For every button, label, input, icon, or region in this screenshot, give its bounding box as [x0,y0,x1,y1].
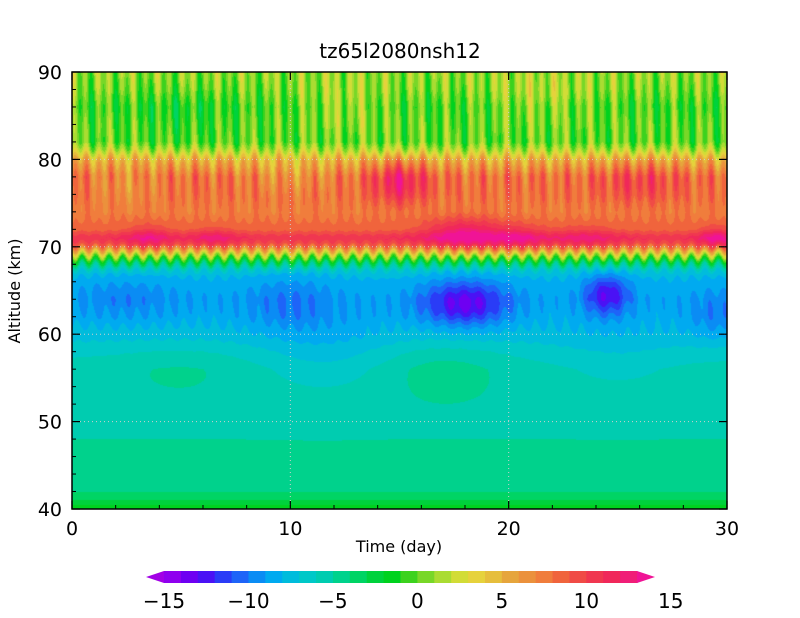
colorbar-segment [451,571,469,583]
colorbar-segment [265,571,283,583]
x-tick-label: 0 [66,518,78,540]
x-tick-label: 20 [497,518,521,540]
colorbar-segment [214,571,233,583]
y-tick-label: 80 [38,149,62,171]
grid-lines [72,72,727,509]
colorbar-segment [484,571,503,583]
colorbar-tick-label: −10 [227,589,269,613]
colorbar-segment [180,571,199,583]
colorbar-tick-label: −15 [143,589,185,613]
colorbar-segment [400,571,418,583]
plot-area [71,71,728,510]
plot-frame [71,71,728,510]
colorbar-segment [282,571,300,583]
colorbar-segment [231,571,250,583]
colorbar-segment [569,571,587,583]
colorbar-segment [586,571,604,583]
colorbar-extend-high [637,571,655,583]
colorbar-segment [603,571,621,583]
colorbar-segment [552,571,571,583]
colorbar-segment [535,571,554,583]
colorbar-segment [434,571,452,583]
colorbar-segment [316,571,334,583]
colorbar-segment [164,571,182,583]
chart-title: tz65l2080nsh12 [319,39,480,63]
colorbar-segment [620,571,638,583]
y-tick-label: 60 [38,324,62,346]
colorbar-segment [332,571,351,583]
colorbar-tick-label: 10 [574,589,599,613]
y-axis-label: Altitude (km) [5,239,24,344]
y-axis: 40 50 60 70 80 90 [38,62,727,521]
colorbar-segment [248,571,266,583]
x-tick-label: 10 [278,518,302,540]
y-tick-label: 40 [38,499,62,521]
colorbar [146,571,655,583]
colorbar-segment [299,571,317,583]
y-tick-label: 90 [38,62,62,84]
x-tick-label: 30 [715,518,739,540]
x-axis: 0 10 20 30 [66,72,739,540]
colorbar-segment [366,571,385,583]
x-axis-label: Time (day) [355,537,442,556]
colorbar-tick-label: −5 [318,589,347,613]
y-tick-label: 50 [38,412,62,434]
colorbar-extend-low [146,571,164,583]
colorbar-segment [349,571,368,583]
colorbar-segment [501,571,520,583]
colorbar-segment [468,571,486,583]
colorbar-segment [518,571,537,583]
colorbar-ticks: −15 −10 −5 0 5 10 15 [143,589,684,613]
y-tick-label: 70 [38,237,62,259]
colorbar-segment [197,571,216,583]
colorbar-segment [417,571,435,583]
colorbar-tick-label: 5 [495,589,508,613]
heatmap-field [72,72,727,509]
colorbar-segment [383,571,402,583]
colorbar-tick-label: 0 [411,589,424,613]
colorbar-tick-label: 15 [658,589,683,613]
